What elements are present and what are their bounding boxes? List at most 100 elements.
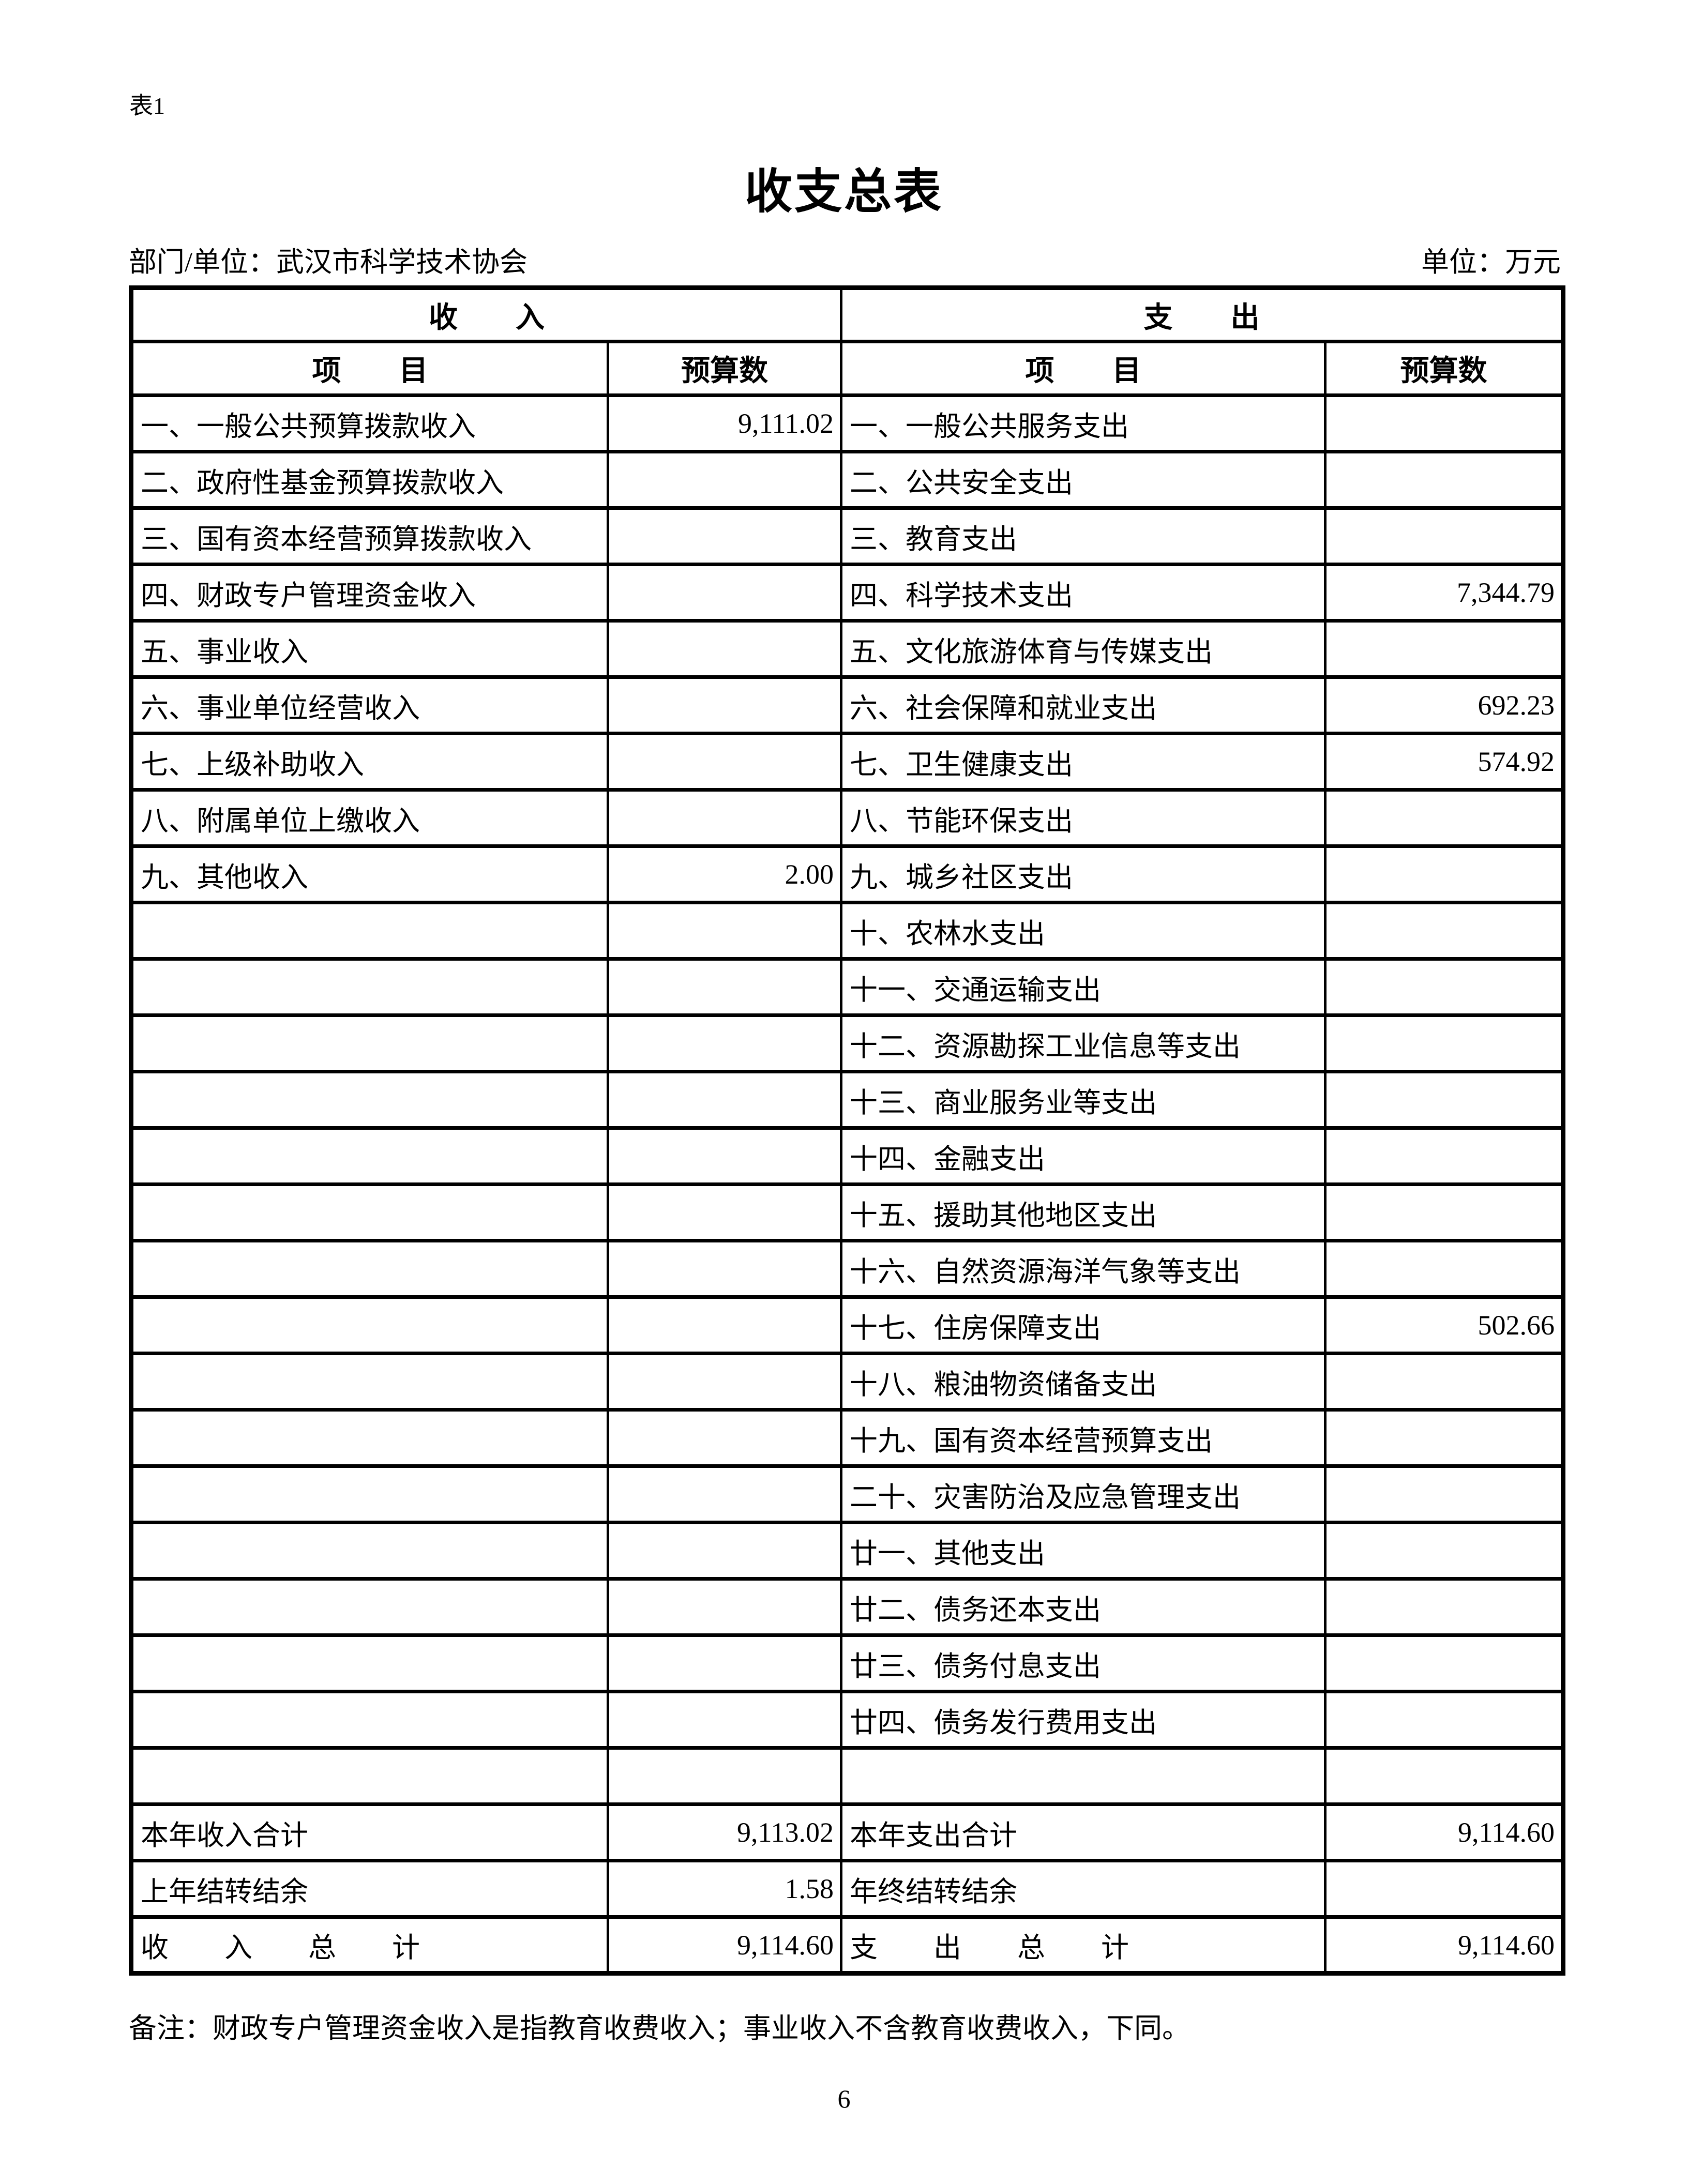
table-row: 廿一、其他支出	[130, 1521, 1564, 1581]
income-item-cell	[130, 1521, 609, 1581]
table-row: 四、财政专户管理资金收入 四、科学技术支出 7,344.79	[130, 563, 1564, 623]
income-value-cell	[607, 957, 842, 1017]
expense-item-cell: 十三、商业服务业等支出	[840, 1070, 1327, 1130]
budget-table-body: 一、一般公共预算拨款收入 9,111.02 一、一般公共服务支出 二、政府性基金预算拨…	[130, 393, 1564, 1975]
income-value-cell	[607, 732, 842, 792]
income-item-cell: 九、其他收入	[130, 844, 609, 904]
expense-item-cell: 廿四、债务发行费用支出	[840, 1690, 1327, 1750]
expense-item-cell: 廿二、债务还本支出	[840, 1577, 1327, 1637]
total-row: 收 入 总 计 9,114.60 支 出 总 计 9,114.60	[130, 1915, 1564, 1975]
income-section-header: 收 入	[130, 286, 842, 343]
income-item-cell	[130, 1295, 609, 1355]
income-item-cell: 一、一般公共预算拨款收入	[130, 393, 609, 453]
expense-value-cell	[1324, 619, 1564, 679]
income-value-cell	[607, 1013, 842, 1073]
income-item-cell: 八、附属单位上缴收入	[130, 788, 609, 848]
income-item-cell: 收 入 总 计	[130, 1915, 609, 1975]
income-value-cell	[607, 1295, 842, 1355]
expense-budget-header: 预算数	[1324, 340, 1564, 397]
income-value-cell: 9,111.02	[607, 393, 842, 453]
table-row: 十八、粮油物资储备支出	[130, 1352, 1564, 1412]
expense-item-cell: 廿三、债务付息支出	[840, 1633, 1327, 1693]
expense-value-cell	[1324, 1352, 1564, 1412]
expense-item-cell: 四、科学技术支出	[840, 563, 1327, 623]
income-item-cell	[130, 957, 609, 1017]
income-item-cell: 上年结转结余	[130, 1859, 609, 1919]
expense-item-cell: 十、农林水支出	[840, 901, 1327, 961]
table-row: 一、一般公共预算拨款收入 9,111.02 一、一般公共服务支出	[130, 393, 1564, 453]
income-value-cell	[607, 1521, 842, 1581]
table-row: 廿三、债务付息支出	[130, 1633, 1564, 1693]
income-value-cell	[607, 506, 842, 566]
expense-value-cell	[1324, 1013, 1564, 1073]
income-item-cell	[130, 1746, 609, 1806]
expense-value-cell: 574.92	[1324, 732, 1564, 792]
expense-value-cell	[1324, 1746, 1564, 1806]
expense-value-cell: 692.23	[1324, 675, 1564, 735]
meta-row: 部门/单位：武汉市科学技术协会 单位：万元	[129, 239, 1561, 280]
note-text: 备注：财政专户管理资金收入是指教育收费收入；事业收入不含教育收费收入，下同。	[129, 2013, 1190, 2044]
income-budget-header: 预算数	[607, 340, 842, 397]
expense-value-cell	[1324, 957, 1564, 1017]
table-row: 六、事业单位经营收入 六、社会保障和就业支出 692.23	[130, 675, 1564, 735]
table-row: 十一、交通运输支出	[130, 957, 1564, 1017]
income-item-cell: 四、财政专户管理资金收入	[130, 563, 609, 623]
income-value-cell	[607, 1577, 842, 1637]
column-header-row: 项 目 预算数 项 目 预算数	[130, 340, 1564, 397]
page-title: 收支总表	[744, 165, 943, 218]
expense-item-cell: 十九、国有资本经营预算支出	[840, 1408, 1327, 1468]
income-item-cell	[130, 1239, 609, 1299]
expense-value-cell	[1324, 393, 1564, 453]
table-row: 三、国有资本经营预算拨款收入 三、教育支出	[130, 506, 1564, 566]
expense-section-header: 支 出	[840, 286, 1564, 343]
income-value-cell: 9,114.60	[607, 1915, 842, 1975]
income-value-cell	[607, 901, 842, 961]
income-item-cell: 六、事业单位经营收入	[130, 675, 609, 735]
table-row: 廿二、债务还本支出	[130, 1577, 1564, 1637]
income-item-cell	[130, 1013, 609, 1073]
income-value-cell	[607, 1464, 842, 1524]
income-item-cell: 五、事业收入	[130, 619, 609, 679]
expense-item-cell: 十七、住房保障支出	[840, 1295, 1327, 1355]
income-item-cell	[130, 1408, 609, 1468]
unit-label: 单位：万元	[1421, 247, 1561, 278]
income-value-cell: 1.58	[607, 1859, 842, 1919]
income-item-cell	[130, 1633, 609, 1693]
expense-value-cell: 9,114.60	[1324, 1802, 1564, 1862]
expense-item-cell: 本年支出合计	[840, 1802, 1327, 1862]
department-label: 部门/单位：武汉市科学技术协会	[129, 247, 528, 278]
table-row: 十九、国有资本经营预算支出	[130, 1408, 1564, 1468]
expense-value-cell	[1324, 1182, 1564, 1242]
table-row: 五、事业收入 五、文化旅游体育与传媒支出	[130, 619, 1564, 679]
income-item-cell	[130, 1352, 609, 1412]
expense-value-cell: 502.66	[1324, 1295, 1564, 1355]
table-row: 八、附属单位上缴收入 八、节能环保支出	[130, 788, 1564, 848]
expense-item-cell: 九、城乡社区支出	[840, 844, 1327, 904]
expense-item-cell: 七、卫生健康支出	[840, 732, 1327, 792]
table-row	[130, 1746, 1564, 1806]
total-row: 上年结转结余 1.58 年终结转结余	[130, 1859, 1564, 1919]
expense-value-cell: 9,114.60	[1324, 1915, 1564, 1975]
expense-value-cell	[1324, 901, 1564, 961]
expense-value-cell	[1324, 1690, 1564, 1750]
income-value-cell	[607, 1352, 842, 1412]
expense-item-cell: 十四、金融支出	[840, 1126, 1327, 1186]
expense-value-cell	[1324, 1859, 1564, 1919]
table-row: 二十、灾害防治及应急管理支出	[130, 1464, 1564, 1524]
expense-value-cell	[1324, 506, 1564, 566]
expense-value-cell	[1324, 1633, 1564, 1693]
income-item-cell: 三、国有资本经营预算拨款收入	[130, 506, 609, 566]
income-item-cell	[130, 1577, 609, 1637]
income-value-cell	[607, 1746, 842, 1806]
income-value-cell	[607, 1690, 842, 1750]
income-item-cell	[130, 1126, 609, 1186]
expense-item-cell: 三、教育支出	[840, 506, 1327, 566]
income-value-cell	[607, 1126, 842, 1186]
income-value-cell	[607, 1239, 842, 1299]
income-value-cell	[607, 1633, 842, 1693]
page-number: 6	[837, 2084, 851, 2113]
expense-item-cell: 八、节能环保支出	[840, 788, 1327, 848]
table-row: 廿四、债务发行费用支出	[130, 1690, 1564, 1750]
income-value-cell: 9,113.02	[607, 1802, 842, 1862]
